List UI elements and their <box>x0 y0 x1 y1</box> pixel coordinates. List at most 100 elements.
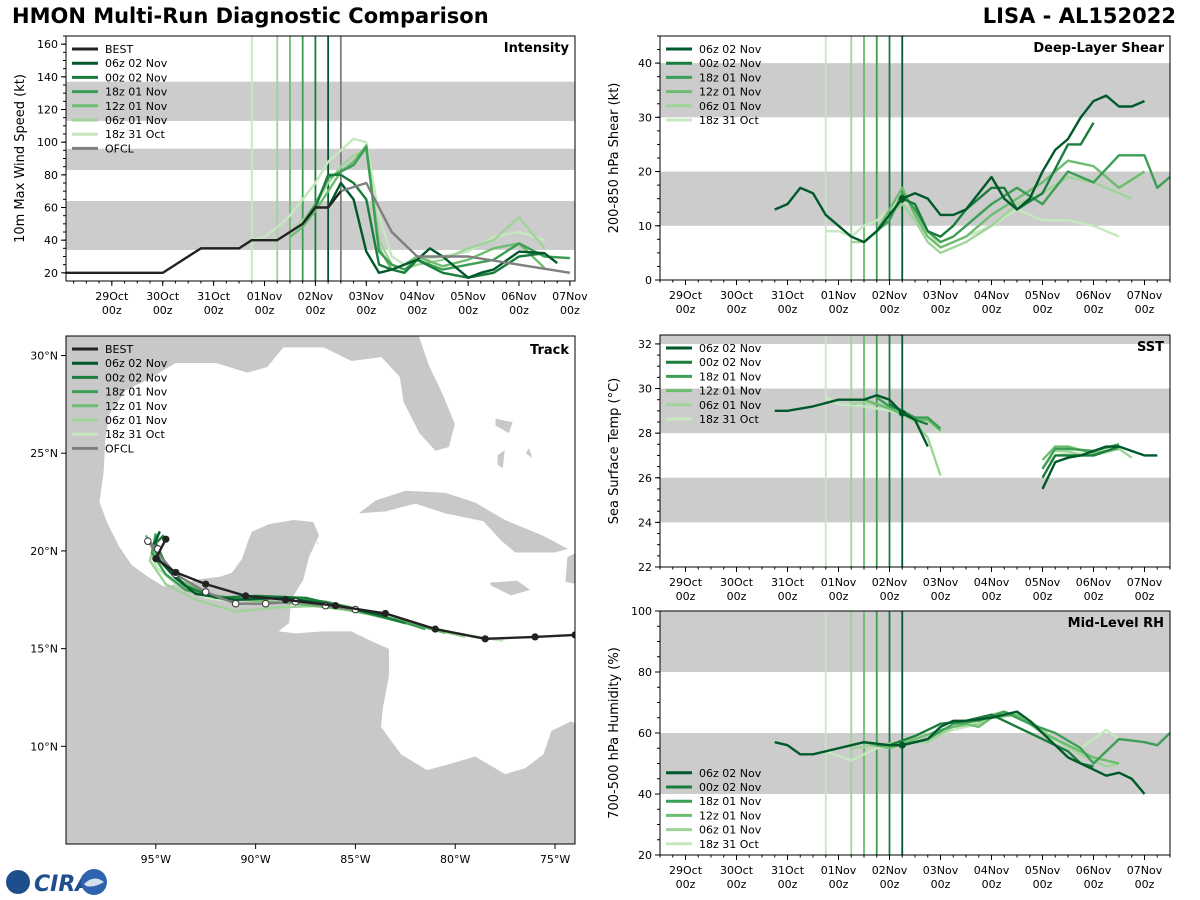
intensity-xtick-label-hour: 00z <box>458 304 478 317</box>
sst-xtick-label-hour: 00z <box>982 590 1002 603</box>
intensity-ytick-label: 60 <box>44 202 58 215</box>
shear-xtick-label-hour: 00z <box>1084 303 1104 316</box>
intensity-ytick-label: 120 <box>37 104 58 117</box>
rh-xtick-label: 01Nov <box>821 864 857 877</box>
shear-xtick-label-hour: 00z <box>931 303 951 316</box>
sst-legend-label: 18z 01 Nov <box>699 370 762 383</box>
land-3 <box>488 579 532 597</box>
sst-legend-label: 06z 02 Nov <box>699 342 762 355</box>
rh-xtick-label-hour: 00z <box>727 878 747 891</box>
shear-xtick-label-hour: 00z <box>778 303 798 316</box>
best-point <box>152 555 160 563</box>
best-point <box>281 596 290 604</box>
intensity-xtick-label-hour: 00z <box>255 304 275 317</box>
land-1 <box>356 489 571 554</box>
track-legend-label: BEST <box>105 343 133 356</box>
intensity-ylabel: 10m Max Wind Speed (kt) <box>13 74 28 243</box>
intensity-xtick-label: 29Oct <box>95 290 129 303</box>
land-2 <box>564 552 575 585</box>
intensity-xtick-label: 05Nov <box>450 290 486 303</box>
intensity-legend-label: 18z 01 Nov <box>105 86 168 99</box>
rh-band-1 <box>660 611 1170 672</box>
land-4 <box>494 417 514 435</box>
rh-xtick-label-hour: 00z <box>982 878 1002 891</box>
rh-legend-label: 12z 01 Nov <box>699 809 762 822</box>
track-lat-label: 15°N <box>30 643 58 656</box>
sst-xtick-label-hour: 00z <box>931 590 951 603</box>
sst-ytick-label: 26 <box>638 472 652 485</box>
intensity-legend-label: 12z 01 Nov <box>105 100 168 113</box>
cira-logo: CIRA <box>6 869 107 897</box>
intensity-band-1 <box>66 148 575 170</box>
rh-ytick-label: 60 <box>638 727 652 740</box>
sst-ytick-label: 30 <box>638 383 652 396</box>
sst-xtick-label-hour: 00z <box>880 590 900 603</box>
shear-xtick-label-hour: 00z <box>727 303 747 316</box>
shear-init-point <box>898 195 906 203</box>
shear-ytick-label: 20 <box>638 166 652 179</box>
track-lat-label: 30°N <box>30 350 58 363</box>
sst-xtick-label-hour: 00z <box>1033 590 1053 603</box>
shear-xtick-label-hour: 00z <box>829 303 849 316</box>
shear-xtick-label: 06Nov <box>1076 289 1112 302</box>
best-point <box>242 592 250 600</box>
intensity-xtick-label: 06Nov <box>501 290 537 303</box>
shear-ytick-label: 40 <box>638 57 652 70</box>
sst-init-point <box>898 409 906 417</box>
rh-legend-label: 06z 02 Nov <box>699 767 762 780</box>
rh-xtick-label: 05Nov <box>1025 864 1061 877</box>
track-title: Track <box>530 343 569 358</box>
sst-xtick-label-hour: 00z <box>829 590 849 603</box>
rh-ytick-label: 20 <box>638 849 652 862</box>
best-point <box>172 568 180 577</box>
intensity-xtick-label: 04Nov <box>399 290 435 303</box>
track-plot-area <box>66 336 575 844</box>
rh-xtick-label-hour: 00z <box>1135 878 1155 891</box>
intensity-ytick-label: 20 <box>44 267 58 280</box>
rh-legend-label: 18z 31 Oct <box>699 838 759 851</box>
page-title: HMON Multi-Run Diagnostic Comparison <box>12 4 489 28</box>
sst-ylabel: Sea Surface Temp (°C) <box>607 378 622 525</box>
land-0 <box>66 336 575 844</box>
intensity-ytick-label: 100 <box>37 136 58 149</box>
track-legend-label: 18z 01 Nov <box>105 386 168 399</box>
ofcl-point <box>231 599 240 608</box>
sst-band-0 <box>660 477 1170 523</box>
sst-plot-area <box>660 335 1170 567</box>
rh-xtick-label: 02Nov <box>872 864 908 877</box>
intensity-xtick-label-hour: 00z <box>102 304 122 317</box>
track-legend-label: 18z 31 Oct <box>105 428 165 441</box>
shear-xtick-label-hour: 00z <box>880 303 900 316</box>
sst-xtick-label: 06Nov <box>1076 576 1112 589</box>
rh-ytick-label: 40 <box>638 788 652 801</box>
storm-id-title: LISA - AL152022 <box>982 4 1176 28</box>
rh-series-12z-01-nov <box>863 713 1120 765</box>
sst-xtick-label: 02Nov <box>872 576 908 589</box>
sst-ytick-label: 28 <box>638 427 652 440</box>
shear-legend-label: 06z 01 Nov <box>699 100 762 113</box>
rh-xtick-label: 29Oct <box>669 864 703 877</box>
sst-ytick-label: 32 <box>638 338 652 351</box>
shear-ytick-label: 10 <box>638 220 652 233</box>
track-lon-label: 80°W <box>440 853 470 866</box>
globe-icon <box>6 870 30 894</box>
intensity-xtick-label: 07Nov <box>552 290 588 303</box>
rh-ytick-label: 100 <box>631 605 652 618</box>
shear-xtick-label-hour: 00z <box>1135 303 1155 316</box>
shear-xtick-label: 05Nov <box>1025 289 1061 302</box>
sst-xtick-label: 31Oct <box>771 576 805 589</box>
intensity-xtick-label: 03Nov <box>349 290 385 303</box>
shear-ylabel: 200-850 hPa Shear (kt) <box>607 83 622 234</box>
track-lon-label: 75°W <box>540 853 570 866</box>
track-lon-label: 90°W <box>240 853 270 866</box>
shear-series-18z-01-nov <box>875 154 1170 244</box>
land-7 <box>314 540 321 546</box>
sst-series-06z-02-nov-b <box>1041 445 1158 490</box>
intensity-xtick-label-hour: 00z <box>204 304 224 317</box>
intensity-title: Intensity <box>504 41 570 56</box>
shear-title: Deep-Layer Shear <box>1033 41 1164 56</box>
shear-legend-label: 18z 31 Oct <box>699 114 759 127</box>
best-point <box>431 625 439 633</box>
